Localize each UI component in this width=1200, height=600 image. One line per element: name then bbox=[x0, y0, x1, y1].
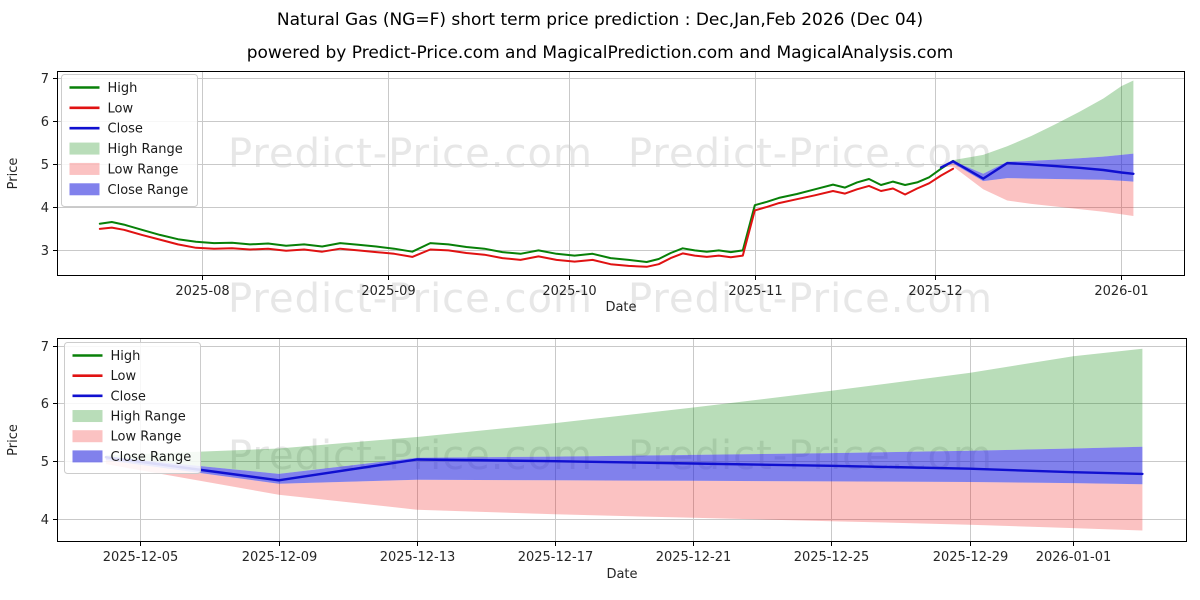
high-line bbox=[98, 159, 955, 263]
legend-swatch-low_range bbox=[69, 162, 100, 175]
x-tick-label: 2025-11 bbox=[728, 284, 782, 299]
low-range-band bbox=[105, 460, 1143, 531]
y-tick-label: 7 bbox=[41, 72, 49, 87]
y-tick-label: 6 bbox=[41, 115, 49, 130]
watermark-text: Predict-Price.com bbox=[628, 276, 993, 322]
close-line bbox=[939, 160, 1135, 180]
legend-swatch-close_range bbox=[69, 183, 100, 196]
legend-swatch-high_range bbox=[69, 142, 100, 155]
legend-label: Low Range bbox=[108, 162, 179, 177]
high-range-band bbox=[105, 348, 1143, 474]
legend-label: Close Range bbox=[108, 183, 189, 198]
legend-label: Low bbox=[108, 101, 134, 116]
y-tick-label: 5 bbox=[41, 455, 49, 470]
y-tick-label: 4 bbox=[41, 513, 49, 528]
chart-subtitle: powered by Predict-Price.com and Magical… bbox=[246, 43, 954, 63]
y-tick-label: 6 bbox=[41, 397, 49, 412]
legend-swatch-close_range bbox=[72, 450, 103, 463]
y-tick-label: 5 bbox=[41, 158, 49, 173]
chart-group: 3 4 5 6 7 2025-08 2025-09 2025-10 2025-11 2025-12… bbox=[6, 70, 1186, 315]
x-axis-label: Date bbox=[606, 567, 637, 582]
x-tick-label: 2025-12-29 bbox=[933, 550, 1009, 565]
y-tick-label: 7 bbox=[41, 340, 49, 355]
legend-label: High Range bbox=[111, 410, 186, 425]
y-tick-label: 4 bbox=[41, 201, 49, 216]
close-line bbox=[104, 456, 1144, 482]
plot-border bbox=[56, 337, 1188, 543]
chart-title: Natural Gas (NG=F) short term price pred… bbox=[276, 10, 924, 30]
legend: High Low Close High Range Low Range Close Ran… bbox=[61, 74, 198, 207]
low-line bbox=[98, 167, 955, 268]
x-tick-label: 2025-08 bbox=[175, 284, 229, 299]
x-tick-label: 2025-12-09 bbox=[242, 550, 318, 565]
legend-label: High bbox=[108, 81, 138, 96]
legend-label: Close Range bbox=[111, 450, 192, 465]
legend-swatch-high_range bbox=[72, 410, 103, 423]
watermark-text: Predict-Price.com bbox=[628, 131, 993, 177]
legend-label: Close bbox=[111, 389, 146, 404]
y-axis-label: Price bbox=[6, 424, 21, 456]
legend-label: Close bbox=[108, 122, 143, 137]
y-tick-label: 3 bbox=[41, 244, 49, 259]
high-range-band bbox=[941, 80, 1134, 174]
chart-group: 4 5 6 7 2025-12-05 2025-12-09 2025-12-13 2025-1… bbox=[6, 337, 1188, 582]
legend-label: High bbox=[111, 349, 141, 364]
low-range-band bbox=[941, 163, 1134, 216]
x-tick-label: 2026-01 bbox=[1094, 284, 1148, 299]
legend-swatch-low_range bbox=[72, 430, 103, 443]
legend-label: Low Range bbox=[111, 430, 182, 445]
legend: High Low Close High Range Low Range Close Ran… bbox=[64, 342, 201, 474]
x-tick-label: 2025-12-25 bbox=[794, 550, 870, 565]
y-axis-label: Price bbox=[6, 158, 21, 190]
x-tick-label: 2025-12-13 bbox=[380, 550, 456, 565]
watermark-text: Predict-Price.com bbox=[228, 131, 593, 177]
x-tick-label: 2025-12-17 bbox=[518, 550, 594, 565]
x-tick-label: 2025-09 bbox=[361, 284, 415, 299]
legend-label: Low bbox=[111, 369, 137, 384]
x-axis-label: Date bbox=[605, 300, 636, 315]
x-tick-label: 2026-01-01 bbox=[1036, 550, 1112, 565]
legend-label: High Range bbox=[108, 142, 183, 157]
x-tick-label: 2025-12 bbox=[908, 284, 962, 299]
x-tick-label: 2025-10 bbox=[542, 284, 596, 299]
x-tick-label: 2025-12-21 bbox=[656, 550, 732, 565]
watermark-text: Predict-Price.com bbox=[228, 276, 593, 322]
close-range-band bbox=[105, 446, 1143, 485]
x-tick-label: 2025-12-05 bbox=[103, 550, 179, 565]
plot-border bbox=[56, 70, 1186, 277]
